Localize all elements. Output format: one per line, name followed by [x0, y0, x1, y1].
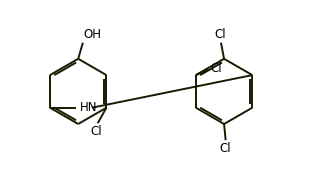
- Text: OH: OH: [84, 28, 102, 41]
- Text: Cl: Cl: [91, 125, 102, 138]
- Text: Cl: Cl: [220, 142, 231, 155]
- Text: Cl: Cl: [211, 62, 222, 75]
- Text: Cl: Cl: [214, 28, 226, 41]
- Text: HN: HN: [80, 101, 98, 114]
